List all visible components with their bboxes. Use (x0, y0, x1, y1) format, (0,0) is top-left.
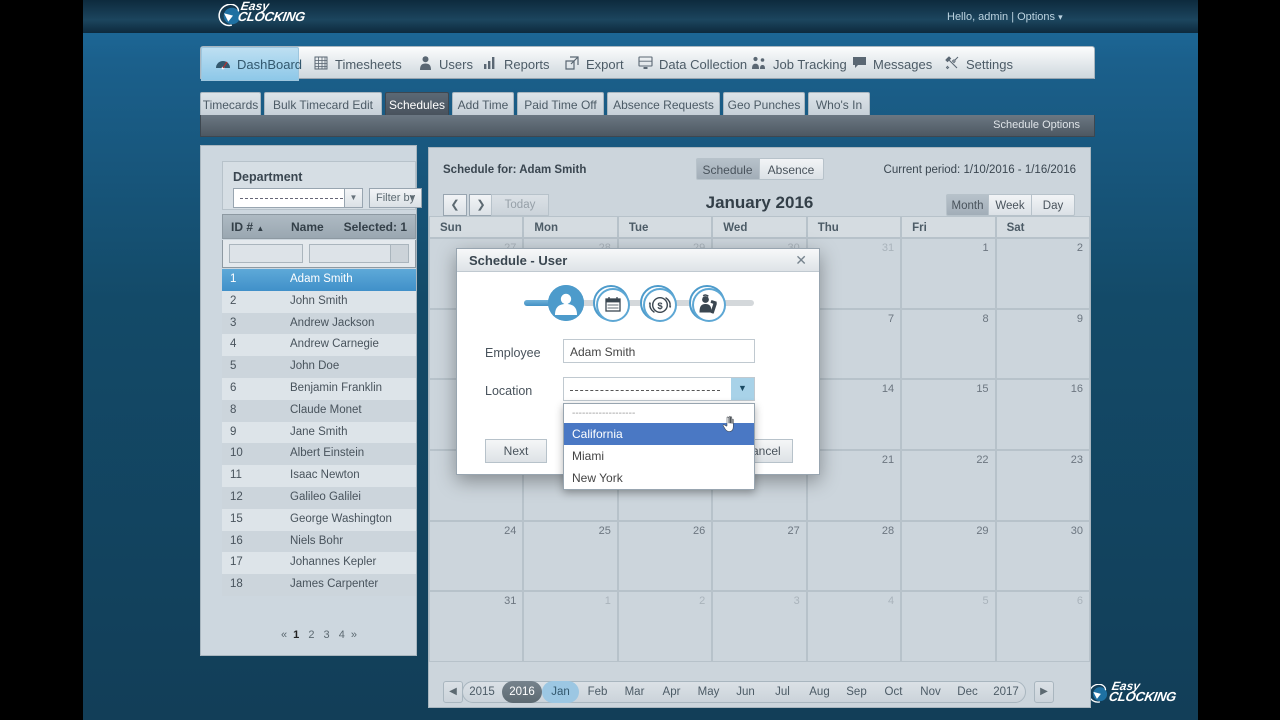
svg-text:$: $ (657, 301, 663, 312)
